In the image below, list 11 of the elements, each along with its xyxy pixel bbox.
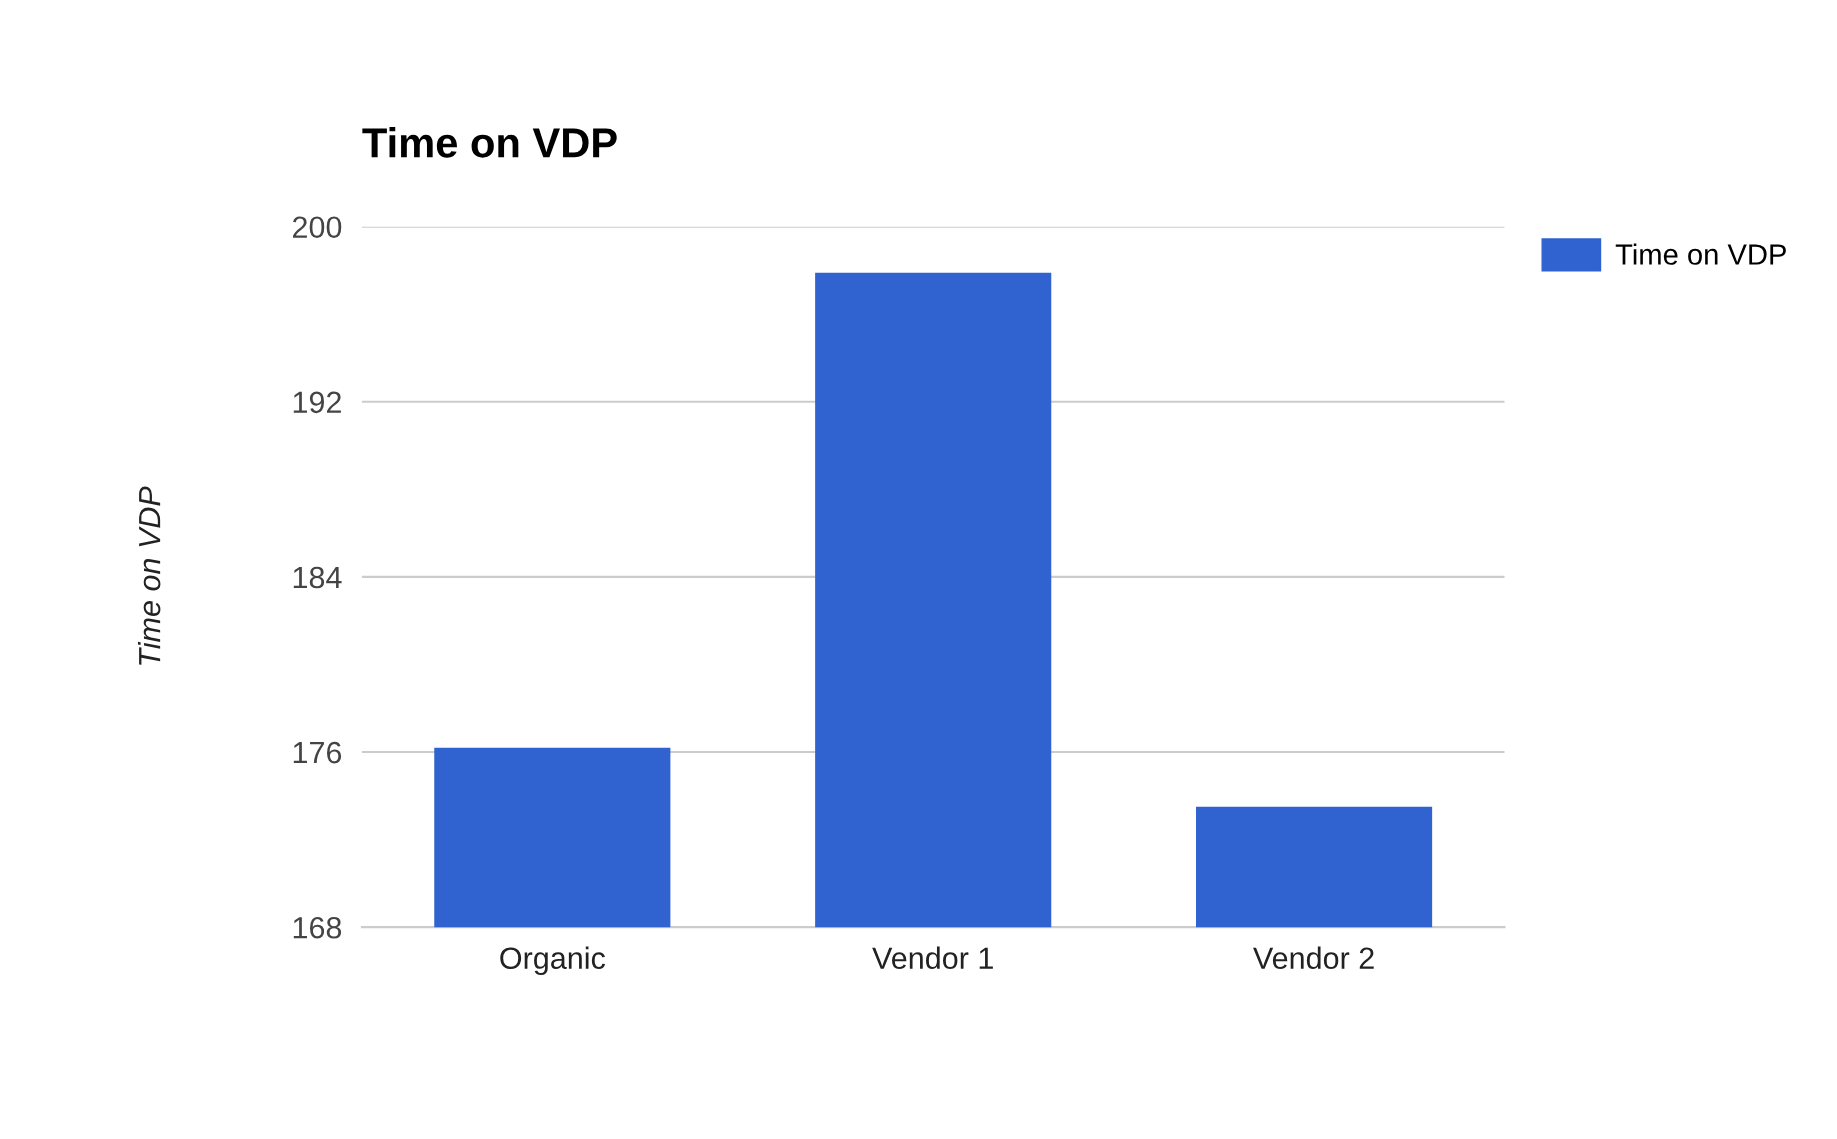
y-tick-label: 192 — [293, 391, 341, 414]
y-tick-label: 200 — [293, 216, 342, 239]
y-tick-label: 184 — [293, 566, 342, 589]
y-axis-title: Time on VDP — [137, 486, 161, 665]
y-tick-label: 176 — [293, 741, 342, 764]
y-tick-label: 168 — [293, 916, 342, 939]
x-tick-label: Organic — [500, 946, 606, 976]
x-tick-label: Vendor 1 — [872, 946, 993, 970]
chart-title: Time on VDP — [362, 127, 617, 158]
x-tick-label: Vendor 2 — [1253, 946, 1374, 970]
legend-label: Time on VDP — [1615, 243, 1786, 265]
